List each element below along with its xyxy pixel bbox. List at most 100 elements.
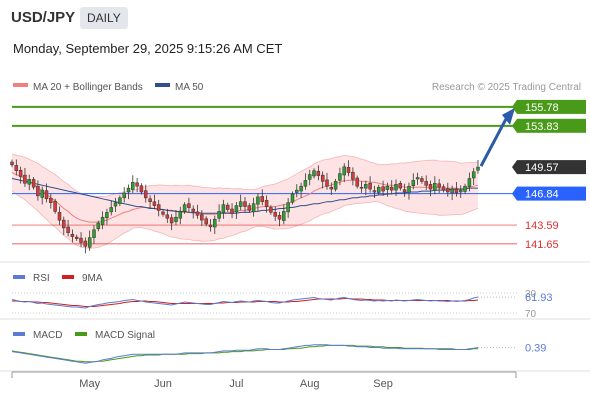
candle [458, 185, 463, 198]
candle [325, 172, 329, 190]
candle-body [96, 222, 101, 230]
candle [118, 195, 122, 207]
projection-arrow-head [502, 107, 515, 125]
level-badge-pointer-2 [512, 160, 517, 175]
level-label-0: 155.78 [525, 102, 559, 114]
candle-body [389, 186, 394, 191]
candle-body [182, 204, 187, 212]
timeframe-badge[interactable]: DAILY [80, 7, 128, 29]
candle [152, 194, 157, 210]
candle-body [174, 216, 178, 222]
candle-body [113, 202, 118, 207]
candle-body [148, 198, 152, 202]
candle-body [295, 189, 299, 193]
candle [135, 178, 139, 193]
candle-body [66, 226, 70, 233]
candle [342, 163, 346, 183]
candle-body [217, 211, 221, 219]
candle-body [307, 174, 312, 180]
candle [148, 195, 152, 209]
macd-signal-line [11, 344, 478, 363]
rsi-tick-30: 30 [525, 289, 537, 300]
candle [376, 184, 381, 195]
candle-body [441, 186, 446, 191]
candle [225, 202, 230, 212]
candle [10, 159, 14, 168]
candle [143, 184, 148, 203]
candle [316, 165, 321, 181]
candle-body [10, 161, 14, 166]
candle-body [256, 196, 260, 205]
candle-body [139, 185, 144, 193]
candle [92, 225, 96, 244]
x-tick-aug: Aug [300, 378, 320, 390]
candle-body [446, 188, 450, 193]
candle-body [269, 207, 273, 213]
projection-arrow-shaft [479, 118, 508, 167]
macd-value-label: 0.39 [525, 343, 546, 355]
candle-body [402, 189, 407, 193]
candle [247, 203, 252, 213]
candle [433, 176, 437, 195]
x-tick-jul: Jul [229, 378, 243, 390]
candle-body [195, 211, 200, 216]
candle [299, 182, 303, 199]
candle-body [381, 186, 385, 192]
level-badge-pointer-3 [512, 186, 517, 201]
candle [368, 176, 372, 193]
candle-body [411, 180, 416, 186]
candle [165, 208, 170, 223]
x-axis: May Jun Jul Aug Sep [11, 371, 517, 390]
candle [320, 171, 325, 189]
candle-body [204, 218, 208, 225]
candle [243, 196, 247, 213]
macd-line [11, 344, 479, 364]
candle [109, 200, 113, 216]
candle [463, 183, 467, 194]
candle [471, 168, 476, 186]
candle [364, 180, 368, 196]
candle [260, 189, 264, 206]
candle [195, 204, 200, 219]
candle-body [282, 211, 286, 221]
candle [338, 167, 342, 186]
candle [290, 191, 295, 205]
macd-legend-swatch [13, 332, 25, 336]
candle-body [122, 192, 126, 199]
candle [312, 168, 316, 179]
candle-body [208, 224, 213, 228]
candle [83, 237, 88, 254]
candle-body [394, 184, 398, 191]
candle [53, 198, 57, 214]
candle [221, 199, 226, 219]
candle [273, 206, 277, 222]
candle [156, 199, 161, 217]
candle-body [156, 204, 161, 211]
level-label-4: 143.59 [525, 220, 559, 232]
symbol-title: USD/JPY [11, 9, 76, 26]
candle [398, 180, 403, 191]
candle [286, 197, 290, 218]
candle-body [23, 174, 27, 184]
candle-body [135, 182, 139, 187]
candle [476, 160, 480, 174]
candle [79, 232, 83, 248]
candle-body [200, 214, 204, 221]
candle [454, 182, 459, 197]
candle [295, 184, 299, 198]
candle [213, 215, 217, 234]
panel-dividers [0, 261, 590, 372]
rsi-line [11, 296, 479, 309]
x-tick-sep: Sep [373, 378, 393, 390]
candle [96, 220, 101, 232]
candle [333, 178, 338, 192]
candle [269, 205, 273, 215]
candle [251, 197, 256, 217]
candle [174, 210, 178, 226]
candle [307, 169, 312, 186]
candle-body [92, 229, 96, 238]
candle-body [368, 183, 372, 190]
candle [359, 181, 364, 193]
candle-body [312, 170, 316, 177]
candle [446, 182, 450, 197]
